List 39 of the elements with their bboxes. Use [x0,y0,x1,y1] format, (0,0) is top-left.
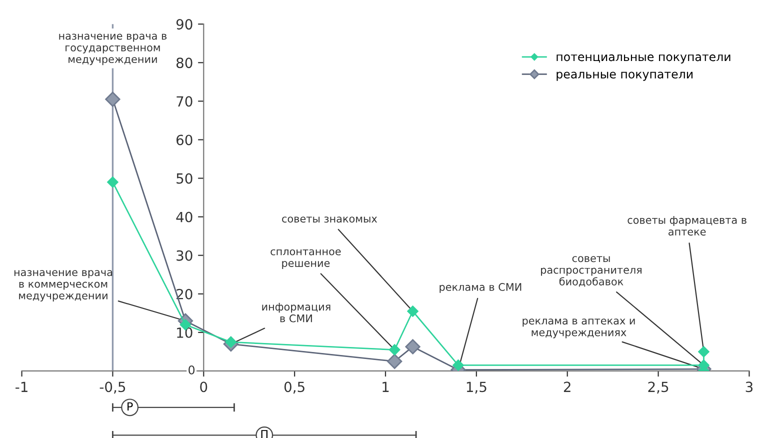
y-tick-label: 40 [176,212,192,222]
point [698,346,710,358]
x-tick-label: 0,5 [284,382,304,394]
annotation: сплонтанное решение [270,249,341,269]
point [107,176,118,188]
annotation: советы фармацевта в аптеке [628,216,746,236]
text: Р [128,402,133,410]
annotation: реклама в СМИ [440,283,522,293]
x-tick-label: 3 [746,382,753,392]
y-tick-label: 80 [176,58,192,68]
point [452,360,464,371]
x-tick-label: 1 [382,382,389,392]
annotation: советы распространителя биодобавок [541,256,642,287]
y-tick-label: 30 [176,250,192,261]
text: П [261,430,268,438]
y-tick-label: 60 [176,134,192,146]
annotation: информация в СМИ [262,302,330,322]
x-tick-label: 1,5 [466,382,486,394]
point [105,92,120,107]
point [388,344,400,356]
annotation: назначение врача в коммерческом медучреждении [14,270,112,302]
annotation: назначение врача в государственном медучреждении [59,34,167,66]
y-tick-label: 70 [176,96,192,107]
annotation: реклама в аптеках и медучреждениях [522,318,635,338]
legend-label: потенциальные покупатели [556,54,730,64]
y-tick-label: 0 [188,365,195,374]
annotation: советы знакомых [282,216,378,223]
y-tick-label: 10 [177,327,192,338]
x-tick-label: -1 [16,382,28,392]
x-tick-label: -0,5 [100,382,126,394]
point [387,354,402,369]
point [405,339,420,354]
y-tick-label: 50 [176,173,192,184]
x-tick-label: 2,5 [648,382,668,394]
point [407,306,418,317]
y-tick-label: 90 [176,19,192,30]
legend-label: реальные покупатели [556,72,692,81]
x-tick-label: 2 [564,382,570,392]
x-tick-label: 0 [200,382,208,392]
